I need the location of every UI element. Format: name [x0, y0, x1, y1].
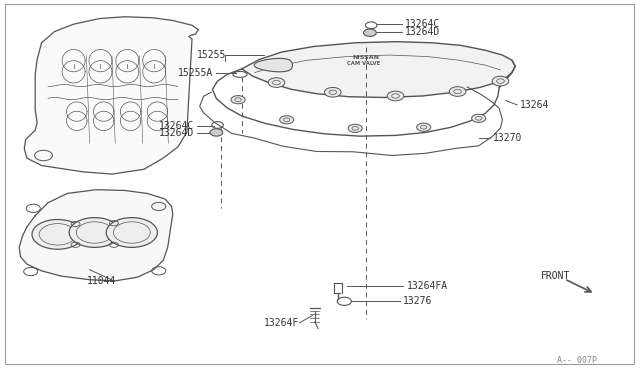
- Text: 13264F: 13264F: [264, 318, 299, 328]
- Circle shape: [472, 114, 486, 122]
- Polygon shape: [24, 17, 198, 174]
- Circle shape: [280, 116, 294, 124]
- Text: FRONT: FRONT: [541, 271, 570, 281]
- Polygon shape: [242, 42, 515, 97]
- Circle shape: [324, 87, 341, 97]
- Text: NISSAN: NISSAN: [353, 55, 380, 60]
- Text: 13270: 13270: [493, 134, 522, 143]
- Text: 13276: 13276: [403, 296, 433, 305]
- Text: 13264D: 13264D: [404, 27, 440, 36]
- Text: 13264C: 13264C: [159, 121, 194, 131]
- Circle shape: [32, 219, 83, 249]
- Circle shape: [387, 91, 404, 101]
- Text: 13264D: 13264D: [159, 128, 194, 138]
- Text: 11044: 11044: [86, 276, 116, 286]
- Circle shape: [210, 129, 223, 136]
- Circle shape: [364, 29, 376, 36]
- Circle shape: [492, 76, 509, 86]
- Polygon shape: [254, 58, 292, 72]
- Circle shape: [348, 124, 362, 132]
- Circle shape: [268, 78, 285, 87]
- Circle shape: [417, 123, 431, 131]
- Polygon shape: [19, 190, 173, 281]
- Text: 15255A: 15255A: [178, 68, 213, 77]
- Text: 15255: 15255: [197, 50, 227, 60]
- Text: 13264C: 13264C: [404, 19, 440, 29]
- Circle shape: [106, 218, 157, 247]
- Circle shape: [231, 96, 245, 104]
- Text: 13264: 13264: [520, 100, 549, 110]
- Circle shape: [449, 87, 466, 96]
- Text: A-- 007P: A-- 007P: [557, 356, 596, 365]
- Text: CAM VALVE: CAM VALVE: [347, 61, 380, 66]
- Circle shape: [69, 218, 120, 247]
- Text: 13264FA: 13264FA: [406, 281, 447, 291]
